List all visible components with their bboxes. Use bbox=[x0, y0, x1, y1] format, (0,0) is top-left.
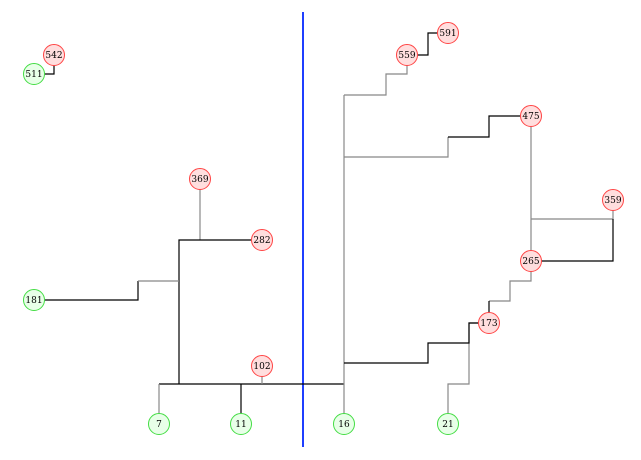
node-511: 511 bbox=[23, 63, 45, 85]
edge-359-top bbox=[531, 200, 614, 220]
node-21: 21 bbox=[437, 413, 459, 435]
node-label: 359 bbox=[604, 196, 621, 206]
node-circle bbox=[189, 168, 211, 190]
node-circle bbox=[230, 413, 252, 435]
node-label: 21 bbox=[442, 420, 453, 430]
node-circle bbox=[478, 312, 500, 334]
node-circle bbox=[251, 229, 273, 251]
edge-359-bottom bbox=[531, 219, 614, 262]
node-circle bbox=[520, 250, 542, 272]
node-label: 16 bbox=[338, 420, 350, 430]
node-circle bbox=[520, 105, 542, 127]
node-circle bbox=[43, 44, 65, 66]
edge-181-link bbox=[34, 281, 139, 301]
node-label: 542 bbox=[45, 51, 62, 61]
left-subtree-edges bbox=[34, 55, 344, 424]
node-102: 102 bbox=[251, 355, 273, 377]
node-label: 11 bbox=[235, 420, 246, 430]
node-label: 369 bbox=[191, 175, 208, 185]
right-subtree-edges bbox=[343, 32, 614, 424]
node-369: 369 bbox=[189, 168, 211, 190]
node-circle bbox=[602, 189, 624, 211]
node-circle bbox=[23, 289, 45, 311]
edge-trunk-173 bbox=[344, 322, 489, 364]
edge-265-stairs bbox=[489, 261, 532, 302]
node-circle bbox=[23, 63, 45, 85]
node-circle bbox=[333, 413, 355, 435]
node-circle bbox=[251, 355, 273, 377]
node-542: 542 bbox=[43, 44, 65, 66]
node-circle bbox=[396, 44, 418, 66]
node-265: 265 bbox=[520, 250, 542, 272]
edge-282-trunk bbox=[178, 239, 262, 384]
node-circle bbox=[148, 413, 170, 435]
node-label: 181 bbox=[25, 296, 42, 306]
node-label: 102 bbox=[253, 362, 270, 372]
node-label: 559 bbox=[398, 51, 415, 61]
edge-475-stairs bbox=[448, 115, 531, 138]
node-475: 475 bbox=[520, 105, 542, 127]
node-label: 173 bbox=[480, 319, 497, 329]
node-16: 16 bbox=[333, 413, 355, 435]
node-7: 7 bbox=[148, 413, 170, 435]
node-label: 282 bbox=[253, 236, 270, 246]
node-173: 173 bbox=[478, 312, 500, 334]
node-591: 591 bbox=[437, 22, 459, 44]
edge-475-branch bbox=[344, 137, 449, 158]
node-11: 11 bbox=[230, 413, 252, 435]
node-circle bbox=[437, 413, 459, 435]
node-559: 559 bbox=[396, 44, 418, 66]
node-359: 359 bbox=[602, 189, 624, 211]
node-label: 7 bbox=[156, 420, 162, 430]
node-label: 591 bbox=[439, 29, 456, 39]
node-181: 181 bbox=[23, 289, 45, 311]
node-circle bbox=[437, 22, 459, 44]
node-282: 282 bbox=[251, 229, 273, 251]
edge-559-stairs bbox=[344, 55, 408, 96]
node-label: 265 bbox=[522, 257, 539, 267]
node-label: 475 bbox=[522, 112, 539, 122]
node-label: 511 bbox=[25, 70, 42, 80]
